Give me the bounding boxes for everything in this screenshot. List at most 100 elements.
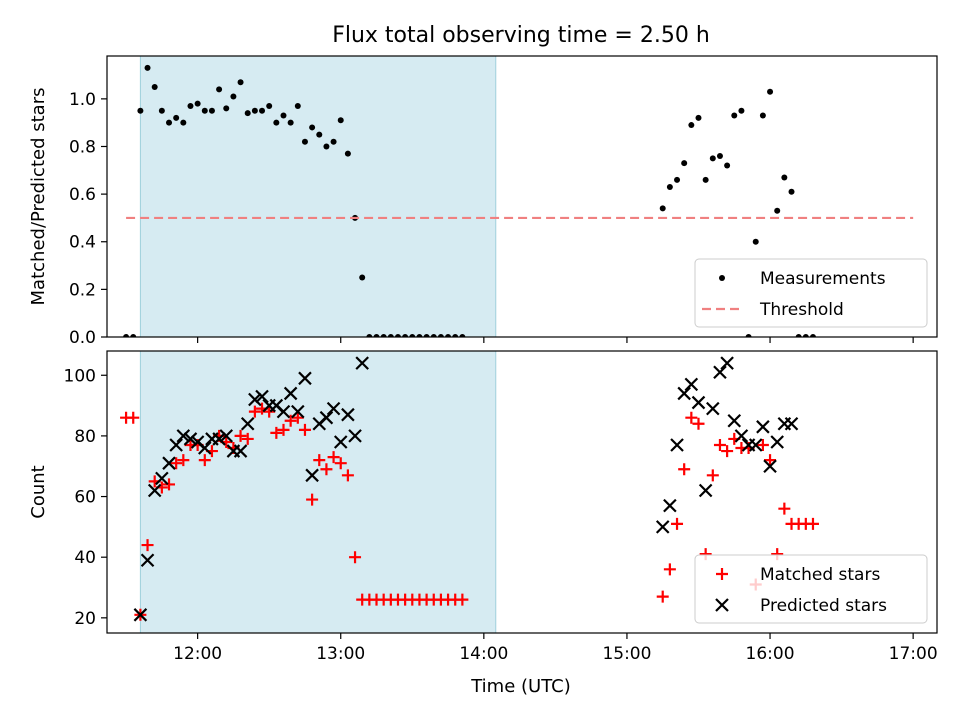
matched-star-point [349, 551, 362, 564]
matched-star-point [298, 423, 311, 436]
x-tick-label: 13:00 [316, 644, 365, 664]
measurement-point [781, 174, 788, 181]
measurement-point [724, 162, 731, 169]
matched-star-point [334, 457, 347, 470]
ratio-panel: 0.0 0.2 0.4 0.6 0.8 1.0 Matched/Predicted star… [28, 55, 938, 348]
measurement-point [187, 103, 194, 110]
measurement-point [380, 334, 387, 337]
predicted-star-point [140, 553, 155, 568]
measurement-point [294, 103, 301, 110]
x-tick-label: 14:00 [459, 644, 508, 664]
measurement-point [695, 114, 702, 121]
measurement-point [273, 119, 280, 126]
matched-star-point [234, 429, 247, 442]
measurement-point [316, 131, 323, 138]
matched-star-point [198, 454, 211, 467]
measurement-point [259, 107, 266, 114]
predicted-star-point [276, 404, 291, 419]
predicted-star-point [133, 608, 148, 622]
y-axis-label: Count [28, 465, 49, 518]
legend-marker [719, 275, 725, 281]
matched-star-point [764, 454, 777, 467]
plot-frame [106, 55, 938, 338]
predicted-star-point [212, 432, 226, 446]
x-tick-label: 17:00 [889, 644, 938, 664]
legend-marker [716, 568, 728, 580]
measurement-point [208, 107, 215, 114]
measurement-point [158, 107, 165, 114]
predicted-star-point [706, 401, 720, 416]
y-tick-label: 40 [74, 548, 96, 568]
plot-area [120, 356, 819, 622]
measurement-point [445, 334, 452, 337]
measurement-point [731, 112, 738, 119]
predicted-star-point [698, 483, 713, 498]
measurement-point [151, 83, 158, 90]
measurement-point [738, 107, 745, 114]
measurement-point [452, 334, 459, 337]
matched-star-point [327, 451, 340, 464]
matched-star-point [806, 517, 819, 530]
predicted-star-point [169, 438, 183, 452]
measurement-point [266, 103, 273, 110]
predicted-star-point [319, 410, 334, 425]
matched-star-point [685, 411, 698, 424]
measurement-point [767, 88, 774, 95]
predicted-star-point [255, 389, 269, 404]
predicted-star-point [670, 438, 684, 452]
predicted-star-point [691, 395, 706, 410]
predicted-star-point [341, 407, 355, 422]
matched-star-point [241, 432, 254, 445]
predicted-star-point [684, 377, 699, 392]
matched-star-point [756, 439, 769, 451]
predicted-star-point [176, 429, 191, 443]
legend-label: Matched stars [760, 565, 880, 585]
matched-star-point [706, 469, 719, 482]
predicted-star-point [784, 416, 799, 431]
legend-box [694, 554, 928, 624]
measurement-point [344, 150, 351, 157]
measurement-point [166, 119, 173, 126]
matched-star-point [671, 517, 684, 530]
y-tick-label: 0.6 [69, 185, 96, 205]
measurement-point [674, 176, 681, 183]
matched-star-point [663, 563, 676, 576]
predicted-star-point [233, 444, 248, 458]
measurement-point [387, 334, 394, 337]
y-tick-label: 0.2 [69, 280, 96, 300]
measurement-point [173, 114, 180, 121]
predicted-star-point [748, 438, 763, 452]
matched-star-point [721, 445, 734, 458]
measurement-point [216, 86, 223, 93]
measurement-point [702, 176, 709, 183]
predicted-star-point [763, 459, 777, 474]
matched-star-point [263, 405, 276, 418]
measurement-point [666, 183, 673, 190]
measurement-point [280, 112, 287, 119]
matched-star-point [163, 478, 176, 491]
measurement-point [659, 205, 666, 212]
predicted-star-point [183, 432, 198, 446]
matched-star-point [713, 439, 726, 451]
y-tick-label: 20 [74, 609, 96, 629]
predicted-star-point [283, 386, 298, 401]
predicted-star-point [713, 365, 727, 380]
measurement-point [430, 334, 437, 337]
chart-title: Flux total observing time = 2.50 h [332, 23, 710, 48]
matched-star-point [656, 590, 669, 603]
predicted-star-point [155, 471, 169, 486]
matched-star-point [456, 593, 469, 606]
matched-star-point [678, 463, 691, 476]
measurement-point [416, 334, 423, 337]
matched-star-point [306, 493, 319, 506]
matched-star-point [341, 469, 354, 482]
measurement-point [359, 274, 366, 281]
predicted-star-point [727, 413, 742, 428]
measurement-point [681, 160, 688, 167]
predicted-star-point [162, 456, 176, 470]
measurement-point [130, 334, 137, 337]
plot-frame [106, 350, 938, 634]
measurement-point [752, 238, 759, 245]
legend: Matched stars Predicted stars [694, 554, 928, 624]
measurement-point [788, 188, 795, 195]
